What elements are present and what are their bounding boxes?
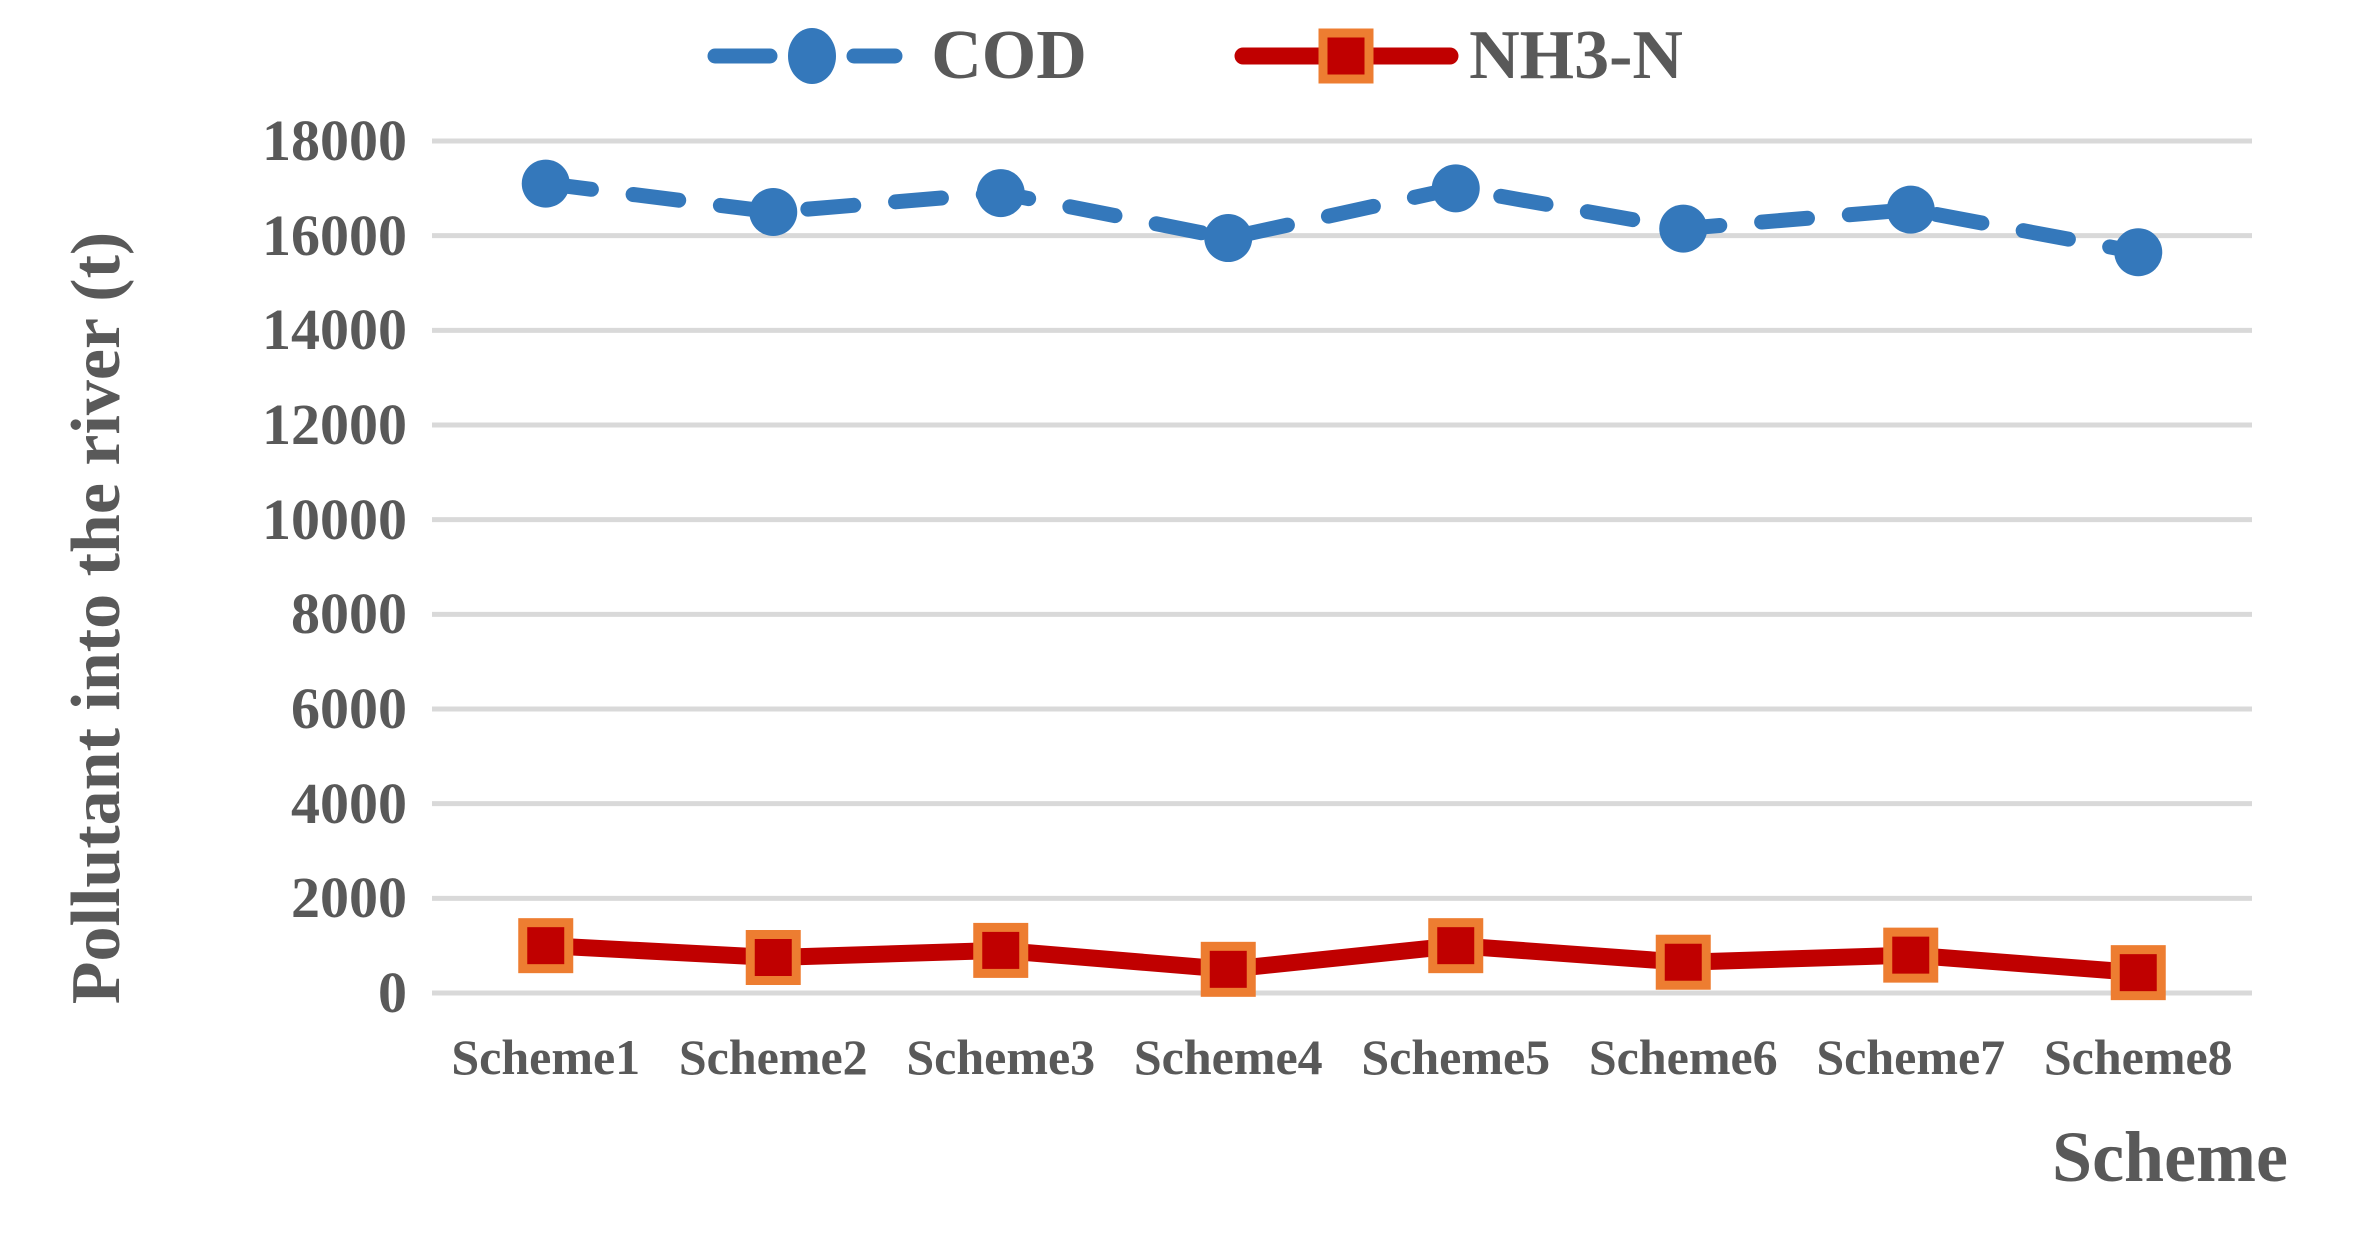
cod-line [538, 176, 2146, 260]
y-tick-label: 8000 [291, 581, 407, 647]
legend-nh3-n-marker [1318, 28, 1374, 84]
cod-marker [749, 188, 798, 236]
x-tick-label: Scheme4 [1133, 1029, 1323, 1085]
x-tick-label: Scheme7 [1816, 1029, 2006, 1085]
legend-label-cod: COD [931, 17, 1087, 94]
x-tick-label: Scheme6 [1588, 1029, 1778, 1085]
legend-cod-marker [788, 28, 836, 84]
cod-marker [976, 169, 1025, 218]
legend-label-nh3-n: NH3-N [1469, 17, 1683, 94]
nh3-n-marker [1200, 941, 1256, 997]
cod-marker [1659, 204, 1708, 253]
x-tick-label: Scheme3 [906, 1029, 1096, 1085]
nh3-n-marker [973, 922, 1029, 978]
nh3-n-marker [1428, 918, 1484, 974]
cod-marker [521, 159, 570, 208]
nh3-n-marker [1883, 927, 1939, 983]
y-tick-label: 6000 [291, 676, 407, 741]
y-tick-label: 18000 [262, 108, 407, 173]
nh3-n-marker [518, 918, 574, 974]
nh3-n-marker [1655, 934, 1711, 990]
x-axis-title: Scheme [2052, 1117, 2288, 1197]
cod-marker [2114, 228, 2163, 277]
nh3-n-line [537, 937, 2147, 982]
y-tick-label: 14000 [262, 297, 407, 363]
y-tick-label: 12000 [262, 392, 407, 457]
cod-marker [1431, 164, 1480, 213]
x-tick-label: Scheme1 [451, 1029, 641, 1085]
x-tick-label: Scheme8 [2043, 1029, 2233, 1085]
y-axis-title: Pollutant into the river (t) [58, 231, 135, 1005]
nh3-n-marker [745, 930, 801, 985]
cod-marker [1204, 214, 1253, 263]
y-tick-label: 2000 [291, 865, 407, 931]
x-tick-label: Scheme5 [1361, 1029, 1551, 1085]
cod-marker [1886, 185, 1935, 234]
y-tick-label: 10000 [262, 486, 407, 552]
y-tick-label: 4000 [291, 770, 407, 836]
x-tick-label: Scheme2 [678, 1029, 868, 1085]
y-tick-label: 16000 [262, 202, 407, 268]
y-tick-label: 0 [378, 960, 407, 1025]
nh3-n-marker [2110, 945, 2166, 1001]
